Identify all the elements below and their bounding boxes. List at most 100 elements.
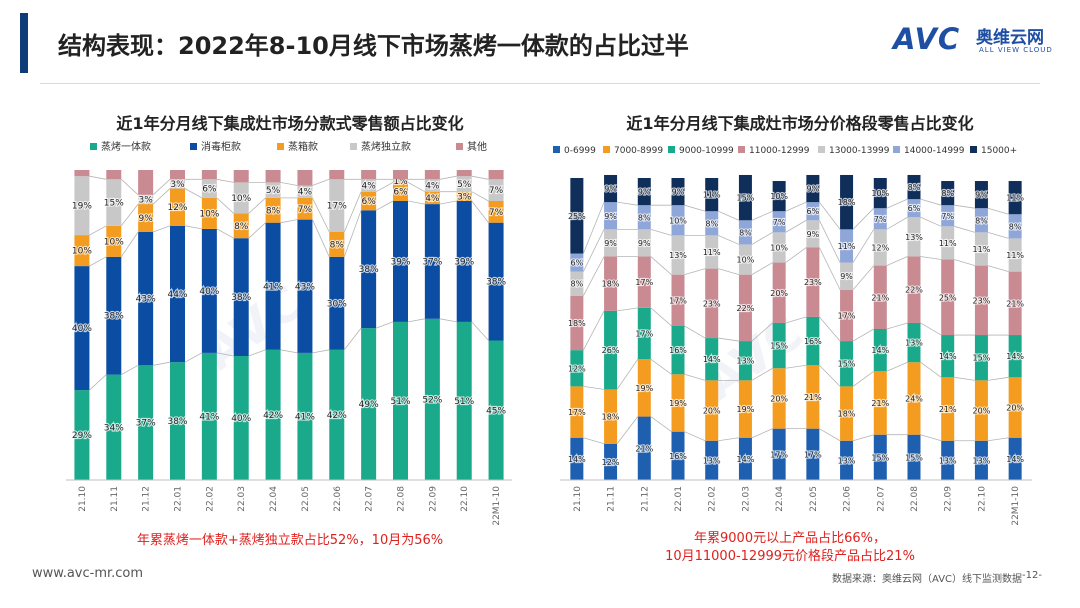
bar-segment [393,182,408,201]
data-label: 8% [266,206,281,216]
bar-segment [738,380,752,438]
bar-segment [170,179,185,189]
bar-segment [840,229,854,263]
legend-label: 蒸箱款 [288,140,318,153]
bar-segment [138,170,154,195]
bar-segment [233,182,249,214]
x-tick-label: 22.10 [460,486,470,512]
legend-swatch [668,146,675,153]
bar-segment [138,232,154,366]
bar-segment [806,428,820,480]
legend-label: 消毒柜款 [201,140,241,153]
bar-segment [705,338,719,381]
bar-segment [637,205,651,230]
legend-label: 13000-13999 [829,146,890,156]
website-link[interactable]: www.avc-mr.com [32,566,144,581]
bar-segment [1008,377,1022,438]
data-label: 10% [104,237,124,247]
bar-segment [637,359,651,417]
bar-segment [1008,214,1022,239]
bar-segment [941,205,955,227]
chart-title-price: 近1年分月线下集成灶市场分价格段零售占比变化 [626,114,974,133]
data-label: 9% [638,188,651,197]
data-label: 38% [486,278,506,288]
bar-segment [873,229,887,266]
data-label: 12% [167,203,187,213]
bar-segment [604,174,618,203]
bar-segment [570,178,584,254]
data-label: 8% [908,183,921,192]
data-label: 6% [908,204,921,213]
data-label: 10% [871,189,889,198]
x-tick-label: 22.02 [708,486,718,512]
data-label: 25% [568,212,586,221]
data-label: 4% [425,182,440,192]
x-tick-label: 22.05 [809,486,819,512]
bar-segment [974,440,988,480]
data-label: 17% [838,311,856,320]
data-label: 21% [1006,299,1024,308]
data-label: 9% [672,188,685,197]
data-label: 18% [602,280,620,289]
data-label: 7% [489,208,504,218]
data-label: 9% [604,239,617,248]
bar-segment [873,434,887,480]
bar-segment [637,256,651,308]
bar-segment [570,437,584,480]
bar-segment [361,210,377,329]
data-label: 8% [975,216,988,225]
data-label: 17% [669,296,687,305]
x-tick-label: 22.09 [944,486,954,512]
data-label: 11% [973,245,991,254]
data-label: 14% [1006,352,1024,361]
data-label: 19% [72,202,92,212]
data-label: 13% [939,456,957,465]
bar-segment [941,259,955,336]
data-label: 12% [602,458,620,467]
bar-segment [1008,335,1022,378]
bar-segment [738,274,752,342]
data-label: 13% [905,339,923,348]
bar-segment [233,238,249,356]
x-tick-label: 21.11 [607,486,617,512]
brand-logo: AVC 奥维云网 ALL VIEW CLOUD [893,22,1058,62]
header-divider [40,83,1040,84]
bar-segment [772,211,786,233]
legend-swatch [818,146,825,153]
bar-segment [297,185,313,198]
bar-segment [297,352,313,480]
bar-segment [106,170,122,180]
data-label: 15% [737,194,755,203]
bar-segment [806,247,820,317]
bar-segment [604,389,618,444]
bar-segment [907,434,921,480]
bar-segment [106,225,122,257]
bar-segment [361,328,377,480]
data-label: 9% [807,185,820,194]
data-label: 8% [638,213,651,222]
note-line: 年累9000元以上产品占比66%， [694,531,886,546]
bar-segment [424,170,440,180]
chart-title-style: 近1年分月线下集成灶市场分款式零售额占比变化 [116,114,464,133]
bar-segment [424,204,440,319]
data-label: 41% [263,282,283,292]
series-connector [583,416,1009,445]
bar-segment [265,182,281,198]
bar-segment [671,274,685,326]
legend-swatch [190,143,197,150]
logo-mark: AVC [893,22,961,56]
bar-segment [637,307,651,360]
bar-segment [907,199,921,218]
data-label: 20% [1006,404,1024,413]
bar-segment [570,271,584,296]
bar-segment [297,197,313,220]
data-label: 41% [295,412,315,422]
x-tick-label: 22.08 [910,486,920,512]
data-label: 22% [905,286,923,295]
data-label: 8% [234,222,249,232]
bar-segment [74,235,90,267]
data-label: 34% [104,423,124,433]
series-connector [583,358,1009,390]
note-line: 年累蒸烤一体款+蒸烤独立款占比52%，10月为56% [136,533,444,548]
bar-segment [974,208,988,233]
